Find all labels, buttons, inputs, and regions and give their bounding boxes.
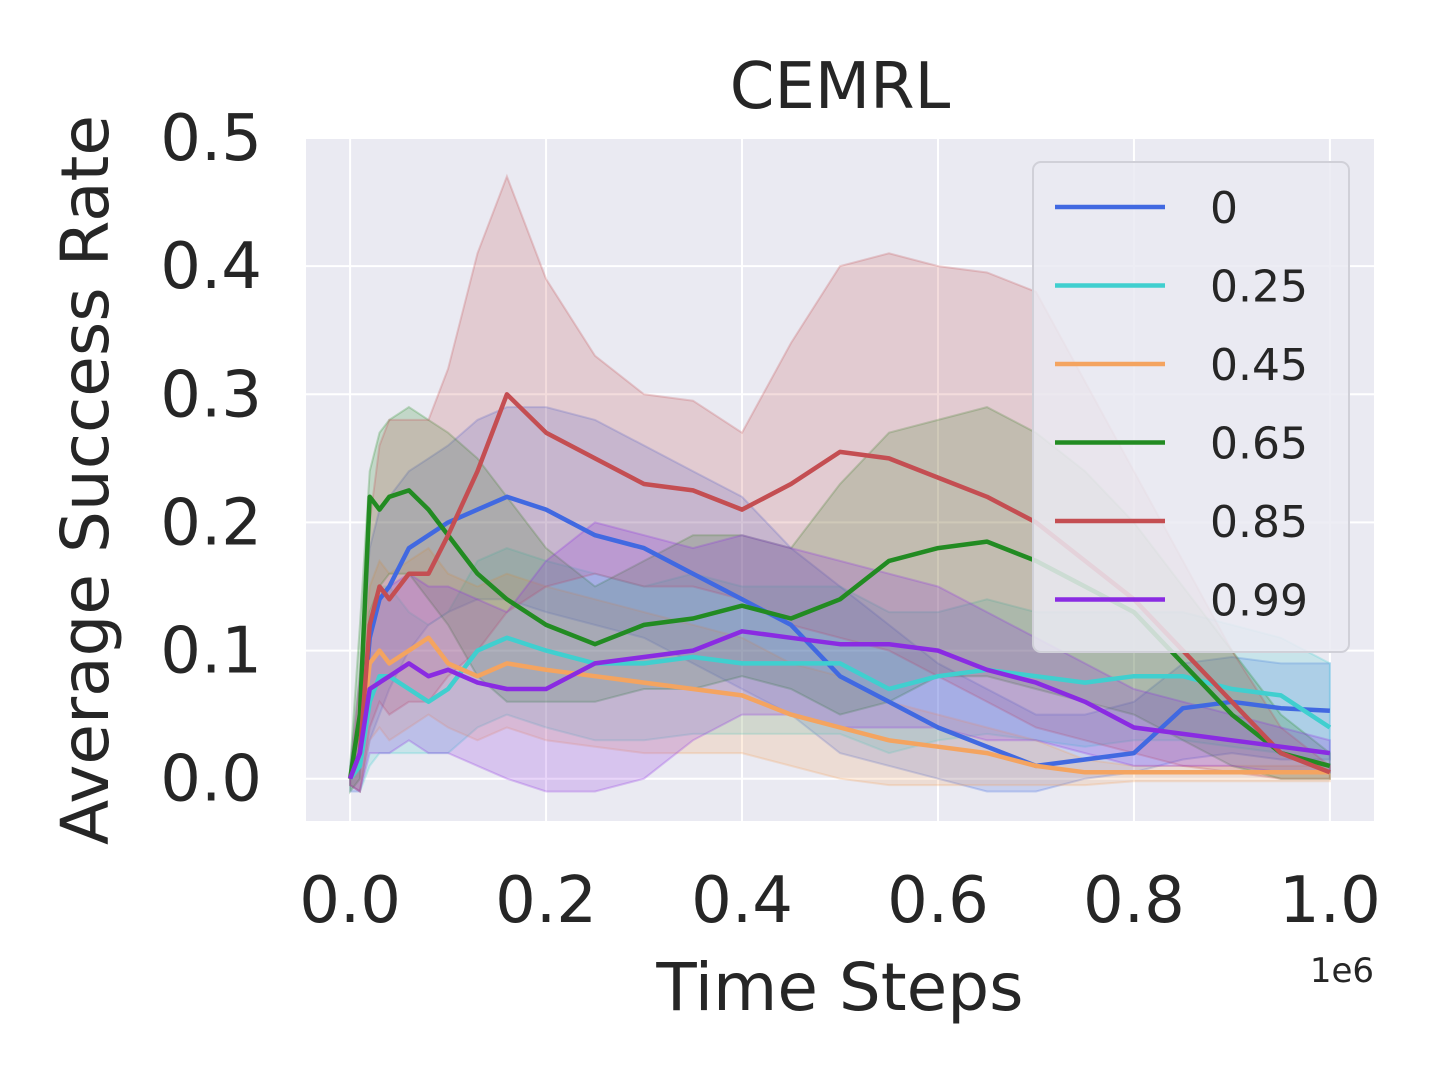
x-tick-label-0: 0.0 <box>299 864 401 938</box>
x-tick-labels: 0.0 0.2 0.4 0.6 0.8 1.0 <box>299 864 1381 938</box>
line-series-1 <box>348 635 1332 781</box>
y-tick-label-5: 0.5 <box>160 102 262 176</box>
series-lines <box>347 392 1332 781</box>
legend-label-2: 0.45 <box>1210 340 1308 391</box>
legend-entries: 0 0.25 0.45 0.65 0.85 0.99 <box>1055 183 1308 627</box>
legend: 0 0.25 0.45 0.65 0.85 0.99 <box>1032 161 1350 653</box>
legend-label-5: 0.99 <box>1210 576 1308 627</box>
y-tick-labels: 0.0 0.1 0.2 0.3 0.4 0.5 <box>160 102 262 817</box>
x-tick-label-4: 0.8 <box>1083 864 1185 938</box>
y-tick-label-4: 0.4 <box>160 230 262 304</box>
y-tick-label-1: 0.1 <box>160 615 262 689</box>
y-tick-label-0: 0.0 <box>160 743 262 817</box>
line-series-2 <box>347 635 1330 780</box>
legend-label-3: 0.65 <box>1210 419 1308 470</box>
line-series-5 <box>347 629 1331 780</box>
chart-title: CEMRL <box>730 50 951 124</box>
x-tick-label-1: 0.2 <box>495 864 597 938</box>
y-axis-label: Average Success Rate <box>47 115 124 845</box>
x-tick-label-5: 1.0 <box>1279 864 1381 938</box>
y-tick-label-2: 0.2 <box>160 486 262 560</box>
y-tick-label-3: 0.3 <box>160 358 262 432</box>
line-series-0 <box>347 494 1331 780</box>
x-axis-label: Time Steps <box>655 949 1023 1026</box>
legend-label-0: 0 <box>1210 183 1238 234</box>
x-tick-label-2: 0.4 <box>691 864 793 938</box>
x-tick-label-3: 0.6 <box>887 864 989 938</box>
x-offset-label: 1e6 <box>1310 951 1374 991</box>
legend-label-4: 0.85 <box>1210 497 1308 548</box>
legend-label-1: 0.25 <box>1210 262 1308 313</box>
band-series-2 <box>349 546 1331 794</box>
